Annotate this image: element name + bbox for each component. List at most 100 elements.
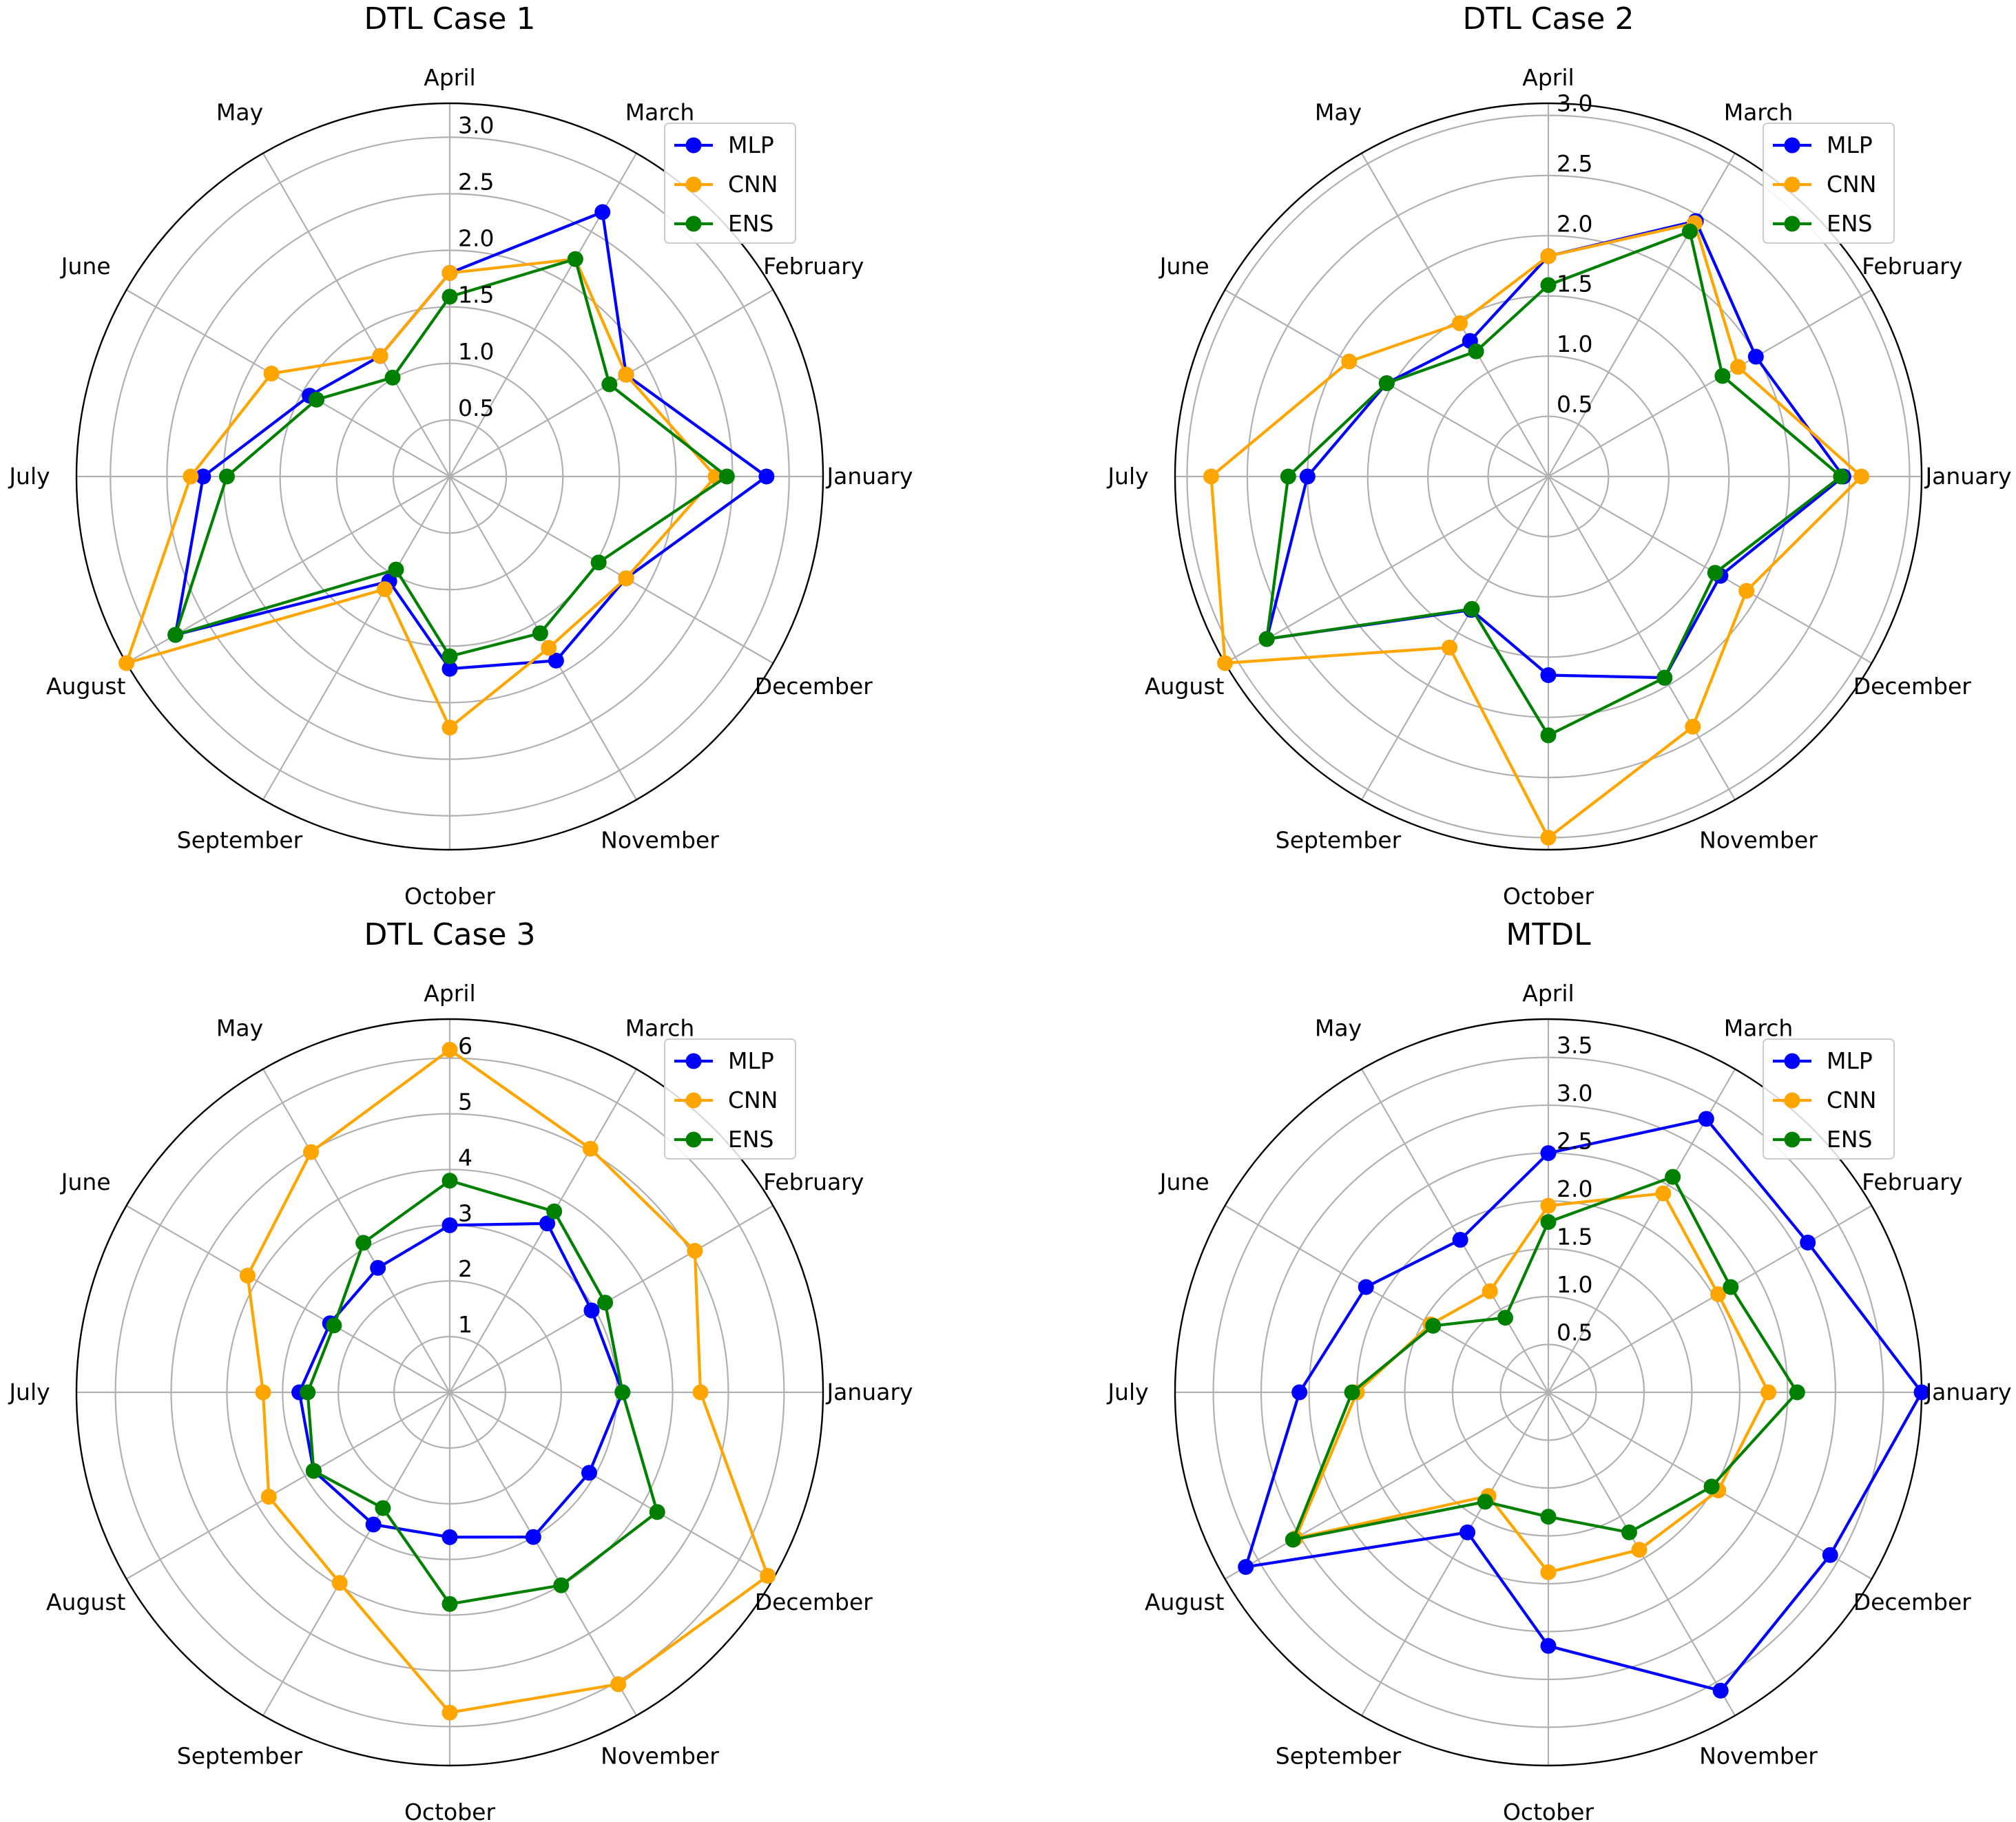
cnn-point-august	[1217, 655, 1234, 671]
polar-frame	[75, 1018, 824, 1767]
ens-point-february	[597, 1295, 614, 1311]
month-label-october: October	[1503, 883, 1594, 910]
month-label-july: July	[8, 1379, 50, 1405]
month-label-august: August	[46, 673, 126, 700]
mlp-point-july	[195, 468, 211, 485]
month-label-december: December	[755, 673, 873, 700]
legend-label: MLP	[728, 1047, 774, 1074]
ens-point-march	[567, 251, 583, 267]
legend: MLP CNN ENS	[1763, 1038, 1895, 1160]
mlp-point-april	[1540, 1145, 1557, 1162]
radial-tick-label: 6	[458, 1033, 472, 1060]
month-label-february: February	[763, 253, 864, 280]
radial-tick-label: 0.5	[458, 395, 494, 421]
grid-spoke	[126, 289, 450, 477]
month-label-may: May	[216, 99, 263, 126]
mlp-point-january	[1913, 1384, 1930, 1401]
grid-spoke	[449, 1069, 637, 1393]
radial-tick-label: 1.0	[1557, 331, 1592, 357]
legend-swatch-marker	[1784, 1131, 1800, 1148]
legend-label: MLP	[728, 132, 774, 158]
month-label-may: May	[216, 1015, 263, 1042]
cnn-point-november	[610, 1676, 627, 1693]
legend-item-cnn: CNN	[1773, 171, 1876, 198]
month-label-november: November	[601, 826, 719, 853]
polar-frame	[75, 102, 824, 851]
mlp-point-january	[758, 468, 775, 485]
cnn-point-december	[618, 570, 634, 587]
cnn-point-november	[1685, 718, 1701, 735]
month-label-april: April	[1522, 64, 1574, 91]
grid-spoke	[262, 153, 450, 477]
month-label-october: October	[1503, 1799, 1594, 1822]
cnn-point-october	[1540, 1564, 1557, 1580]
series-cnn	[1203, 215, 1870, 846]
radial-tick-label: 0.5	[1557, 391, 1592, 418]
month-label-may: May	[1315, 1015, 1362, 1042]
grid-spoke	[1361, 476, 1549, 800]
mlp-point-may	[370, 1259, 386, 1276]
mlp-point-december	[581, 1465, 597, 1481]
ens-point-october	[1540, 1509, 1557, 1525]
grid-spoke	[1548, 476, 1736, 800]
mlp-point-august	[1238, 1559, 1254, 1575]
ens-point-november	[1621, 1524, 1637, 1540]
month-label-march: March	[625, 1015, 695, 1042]
chart-title: MTDL	[1506, 917, 1591, 952]
legend-item-ens: ENS	[1773, 210, 1872, 237]
radar-chart-4: 0.5 1.0 1.5 2.0 2.5 3.0 3.5 January February Marc…	[1106, 917, 2011, 1822]
month-label-january: January	[1924, 1379, 2011, 1405]
ens-point-september	[388, 561, 404, 578]
legend-box	[1763, 1038, 1895, 1160]
mlp-point-june	[1358, 1279, 1374, 1295]
cnn-line	[1209, 222, 1863, 839]
radial-tick-label: 3.5	[1557, 1032, 1592, 1059]
grid-spoke	[126, 1205, 450, 1393]
radial-tick-label: 2.5	[1557, 150, 1592, 177]
month-label-october: October	[404, 883, 495, 910]
series-mlp	[1238, 1111, 1930, 1699]
ens-point-november	[1656, 669, 1673, 686]
legend: MLP CNN ENS	[664, 123, 796, 244]
cnn-point-february	[1710, 1286, 1727, 1303]
month-label-april: April	[424, 980, 475, 1007]
month-label-july: July	[1106, 1379, 1148, 1405]
ens-point-december	[1707, 565, 1723, 581]
radial-tick-label: 2	[458, 1255, 472, 1282]
series-cnn	[239, 1041, 776, 1721]
legend-swatch-marker	[685, 216, 702, 232]
mlp-point-march	[594, 204, 611, 220]
legend-label: ENS	[728, 210, 773, 237]
ens-point-april	[441, 1173, 458, 1189]
legend-label: ENS	[728, 1126, 773, 1153]
cnn-point-august	[118, 655, 135, 671]
ens-point-december	[1703, 1478, 1720, 1495]
grid-spoke	[262, 1392, 450, 1716]
ens-point-march	[1681, 223, 1698, 240]
ens-point-december	[649, 1504, 665, 1520]
radial-tick-label: 1.5	[1557, 1224, 1592, 1250]
radial-tick-label: 3.0	[1557, 90, 1592, 116]
cnn-point-september	[377, 581, 393, 598]
ens-point-february	[1723, 1279, 1739, 1295]
mlp-point-october	[441, 660, 458, 677]
radial-tick-label: 2.0	[458, 225, 494, 252]
cnn-point-march	[1655, 1185, 1672, 1202]
legend-box	[664, 1038, 796, 1160]
month-label-august: August	[1145, 1589, 1225, 1615]
ens-line	[1265, 230, 1842, 737]
ens-point-january	[1789, 1384, 1805, 1401]
cnn-point-august	[260, 1489, 277, 1505]
month-label-september: September	[1276, 826, 1402, 853]
mlp-point-september	[365, 1516, 382, 1533]
grid-spoke	[449, 1392, 637, 1716]
cnn-point-june	[1341, 353, 1358, 370]
ens-point-august	[1285, 1531, 1301, 1548]
legend-item-ens: ENS	[674, 210, 773, 237]
cnn-point-january	[1853, 468, 1870, 485]
mlp-point-april	[441, 1217, 458, 1233]
cnn-point-february	[1730, 359, 1747, 375]
month-label-august: August	[1145, 673, 1225, 700]
legend-label: CNN	[728, 1087, 778, 1113]
